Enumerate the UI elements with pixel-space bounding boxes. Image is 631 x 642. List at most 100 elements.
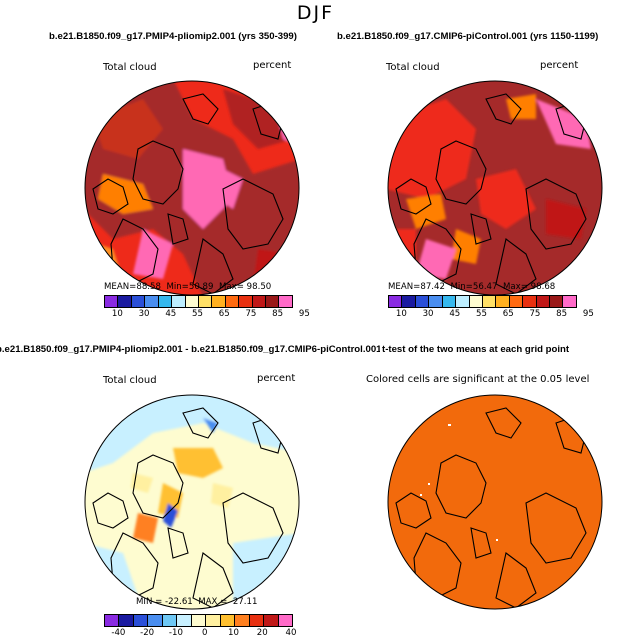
colorbar-label: 30 bbox=[138, 309, 150, 319]
colorbar-label: 65 bbox=[218, 309, 230, 319]
bottom-left-colorbar-labels: -40 -20 -10 0 10 20 40 bbox=[104, 628, 296, 640]
colorbar-label: 55 bbox=[192, 309, 203, 319]
colorbar-swatch bbox=[401, 296, 415, 307]
colorbar-swatch bbox=[248, 615, 264, 626]
colorbar-swatch bbox=[176, 615, 191, 626]
colorbar-swatch bbox=[184, 296, 198, 307]
colorbar-swatch bbox=[234, 615, 249, 626]
colorbar-swatch bbox=[428, 296, 442, 307]
colorbar-swatch bbox=[508, 296, 523, 307]
bottom-left-colorbar bbox=[104, 614, 293, 627]
max-value: 98.50 bbox=[246, 282, 272, 292]
bottom-left-stats: MIN = -22.61 MAX = 27.11 bbox=[136, 597, 257, 607]
left-run-title: b.e21.B1850.f09_g17.PMIP4-pliomip2.001 (… bbox=[49, 31, 297, 42]
colorbar-label: 75 bbox=[529, 309, 541, 319]
colorbar-swatch bbox=[171, 296, 185, 307]
min-label: Min= bbox=[166, 282, 189, 292]
mean-value: 88.58 bbox=[136, 282, 161, 292]
mean-label: MEAN= bbox=[104, 282, 137, 292]
max-value: 27.11 bbox=[232, 597, 258, 607]
bottom-right-note: Colored cells are significant at the 0.0… bbox=[366, 374, 590, 385]
colorbar-swatch bbox=[224, 296, 239, 307]
colorbar-swatch bbox=[130, 296, 145, 307]
top-left-units: percent bbox=[253, 60, 292, 71]
top-left-variable: Total cloud bbox=[103, 62, 157, 73]
ttest-title: t-test of the two means at each grid poi… bbox=[380, 344, 570, 355]
colorbar-label: 10 bbox=[395, 309, 407, 319]
colorbar-swatch bbox=[205, 615, 220, 626]
top-right-colorbar bbox=[388, 295, 577, 308]
colorbar-swatch bbox=[278, 296, 292, 307]
colorbar-swatch bbox=[105, 296, 118, 307]
colorbar-label: 95 bbox=[582, 309, 594, 319]
colorbar-label: 65 bbox=[502, 309, 514, 319]
colorbar-swatch bbox=[535, 296, 550, 307]
colorbar-swatch bbox=[468, 296, 482, 307]
colorbar-swatch bbox=[522, 296, 536, 307]
top-left-colorbar bbox=[104, 295, 293, 308]
colorbar-label: 75 bbox=[245, 309, 257, 319]
right-run-title: b.e21.B1850.f09_g17.CMIP6-piControl.001 … bbox=[337, 31, 599, 42]
colorbar-label: 85 bbox=[272, 309, 284, 319]
colorbar-swatch bbox=[265, 296, 279, 307]
mean-value: 87.42 bbox=[420, 282, 445, 292]
season-title: DJF bbox=[296, 2, 335, 24]
colorbar-label: 55 bbox=[476, 309, 487, 319]
bottom-left-variable: Total cloud bbox=[103, 375, 157, 386]
top-right-units: percent bbox=[540, 60, 579, 71]
top-left-colorbar-labels: 10 30 45 55 65 75 85 95 bbox=[104, 309, 310, 321]
colorbar-swatch bbox=[144, 296, 158, 307]
colorbar-swatch bbox=[197, 296, 212, 307]
colorbar-swatch bbox=[562, 296, 576, 307]
colorbar-swatch bbox=[219, 615, 235, 626]
colorbar-swatch bbox=[190, 615, 206, 626]
top-right-colorbar-labels: 10 30 45 55 65 75 85 95 bbox=[388, 309, 594, 321]
colorbar-label: 30 bbox=[422, 309, 434, 319]
max-label: Max= bbox=[502, 282, 528, 292]
colorbar-swatch bbox=[389, 296, 402, 307]
colorbar-swatch bbox=[161, 615, 177, 626]
max-label: MAX = bbox=[198, 597, 228, 607]
top-right-map bbox=[387, 80, 603, 296]
colorbar-label: 45 bbox=[165, 309, 177, 319]
min-value: -22.61 bbox=[165, 597, 193, 607]
bottom-left-units: percent bbox=[257, 373, 296, 384]
colorbar-swatch bbox=[211, 296, 225, 307]
colorbar-label: 10 bbox=[111, 309, 123, 319]
min-value: 56.47 bbox=[472, 282, 498, 292]
colorbar-swatch bbox=[238, 296, 252, 307]
max-value: 98.68 bbox=[530, 282, 556, 292]
min-label: Min= bbox=[450, 282, 473, 292]
colorbar-label: -20 bbox=[140, 628, 155, 638]
top-left-stats: MEAN=88.58 Min=50.89 Max= 98.50 bbox=[104, 282, 271, 292]
colorbar-label: 40 bbox=[285, 628, 297, 638]
colorbar-swatch bbox=[147, 615, 162, 626]
colorbar-swatch bbox=[157, 296, 172, 307]
colorbar-swatch bbox=[441, 296, 456, 307]
colorbar-label: 85 bbox=[556, 309, 568, 319]
colorbar-label: 0 bbox=[201, 628, 208, 638]
bottom-left-map bbox=[84, 394, 300, 610]
colorbar-label: 20 bbox=[256, 628, 268, 638]
top-left-map bbox=[84, 80, 300, 296]
colorbar-swatch bbox=[277, 615, 293, 626]
colorbar-label: -10 bbox=[168, 628, 183, 638]
min-value: 50.89 bbox=[188, 282, 214, 292]
mean-label: MEAN= bbox=[388, 282, 421, 292]
colorbar-swatch bbox=[251, 296, 266, 307]
top-right-variable: Total cloud bbox=[386, 62, 440, 73]
colorbar-swatch bbox=[105, 615, 119, 626]
colorbar-swatch bbox=[263, 615, 278, 626]
colorbar-swatch bbox=[414, 296, 429, 307]
colorbar-label: 45 bbox=[449, 309, 461, 319]
colorbar-swatch bbox=[132, 615, 148, 626]
top-right-stats: MEAN=87.42 Min=56.47 Max= 98.68 bbox=[388, 282, 555, 292]
min-label: MIN = bbox=[136, 597, 163, 607]
difference-title: b.e21.B1850.f09_g17.PMIP4-pliomip2.001 -… bbox=[0, 344, 382, 355]
colorbar-label: -40 bbox=[111, 628, 126, 638]
colorbar-swatch bbox=[118, 615, 133, 626]
colorbar-swatch bbox=[481, 296, 496, 307]
colorbar-label: 95 bbox=[298, 309, 310, 319]
colorbar-swatch bbox=[495, 296, 509, 307]
colorbar-swatch bbox=[117, 296, 131, 307]
